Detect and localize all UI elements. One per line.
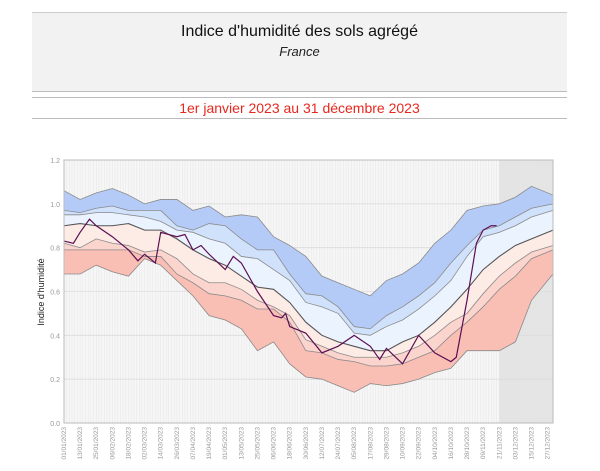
x-tick-label: 10/09/2023 <box>400 427 407 460</box>
band-line-1 <box>63 203 554 330</box>
x-tick-label: 01/05/2023 <box>222 427 229 460</box>
x-tick-label: 05/08/2023 <box>351 427 358 460</box>
band-area-2 <box>64 210 553 351</box>
band-line-2 <box>64 210 554 336</box>
x-tick-label: 03/12/2023 <box>512 427 519 460</box>
band-area-0 <box>64 186 553 329</box>
band-area-5 <box>64 249 553 393</box>
band-line-6 <box>64 258 554 393</box>
x-tick-label: 14/03/2023 <box>158 427 165 460</box>
plot-border <box>63 159 554 424</box>
x-tick-label: 19/04/2023 <box>206 427 213 460</box>
x-tick-label: 13/01/2023 <box>77 427 84 460</box>
x-tick-label: 21/11/2023 <box>496 427 503 459</box>
x-tick-label: 17/08/2023 <box>367 427 374 460</box>
chart-subtitle: France <box>279 44 320 59</box>
y-tick-label: 1.0 <box>50 202 60 209</box>
x-tick-label: 27/12/2023 <box>545 427 552 460</box>
band-line-4 <box>63 238 554 358</box>
x-tick-label: 22/09/2023 <box>416 427 423 460</box>
x-tick-label: 09/11/2023 <box>480 427 487 459</box>
y-tick-label: 0.8 <box>50 246 60 253</box>
band-area-4 <box>64 238 553 367</box>
header: Indice d'humidité des sols agrégé France <box>32 12 567 92</box>
x-tick-label: 16/10/2023 <box>448 427 455 460</box>
x-tick-label: 29/08/2023 <box>383 427 390 460</box>
band-area-1 <box>64 203 553 336</box>
y-axis-label: Indice d'humidité <box>36 258 46 325</box>
y-tick-label: 0.4 <box>50 333 60 340</box>
x-tick-label: 02/03/2023 <box>142 427 149 460</box>
y-tick-label: 0.2 <box>50 377 60 384</box>
x-tick-label: 06/06/2023 <box>271 427 278 460</box>
x-tick-label: 07/04/2023 <box>190 427 197 460</box>
y-tick-label: 0.0 <box>50 421 60 428</box>
x-tick-label: 24/07/2023 <box>335 427 342 460</box>
y-tick-label: 0.6 <box>50 290 60 297</box>
x-tick-label: 26/03/2023 <box>174 427 181 460</box>
x-tick-label: 18/02/2023 <box>125 427 132 460</box>
chart-title: Indice d'humidité des sols agrégé <box>181 23 418 40</box>
band-line-3 <box>63 222 554 352</box>
x-tick-label: 13/05/2023 <box>238 427 245 460</box>
x-tick-label: 15/12/2023 <box>529 427 536 460</box>
y-tick-label: 1.2 <box>50 158 60 165</box>
x-tick-label: 04/10/2023 <box>432 427 439 460</box>
observed-series-line <box>63 218 497 365</box>
x-tick-label: 12/07/2023 <box>319 427 326 460</box>
band-area-3 <box>64 223 553 358</box>
x-tick-label: 18/06/2023 <box>287 427 294 460</box>
x-tick-label: 25/05/2023 <box>254 427 261 460</box>
period-label: 1er janvier 2023 au 31 décembre 2023 <box>32 97 567 119</box>
x-tick-label: 30/06/2023 <box>303 427 310 460</box>
band-line-0 <box>63 185 554 297</box>
x-tick-label: 28/10/2023 <box>464 427 471 460</box>
x-tick-label: 06/02/2023 <box>109 427 116 460</box>
x-tick-label: 25/01/2023 <box>93 427 100 460</box>
x-tick-label: 01/01/2023 <box>61 427 68 460</box>
band-line-5 <box>64 249 554 367</box>
